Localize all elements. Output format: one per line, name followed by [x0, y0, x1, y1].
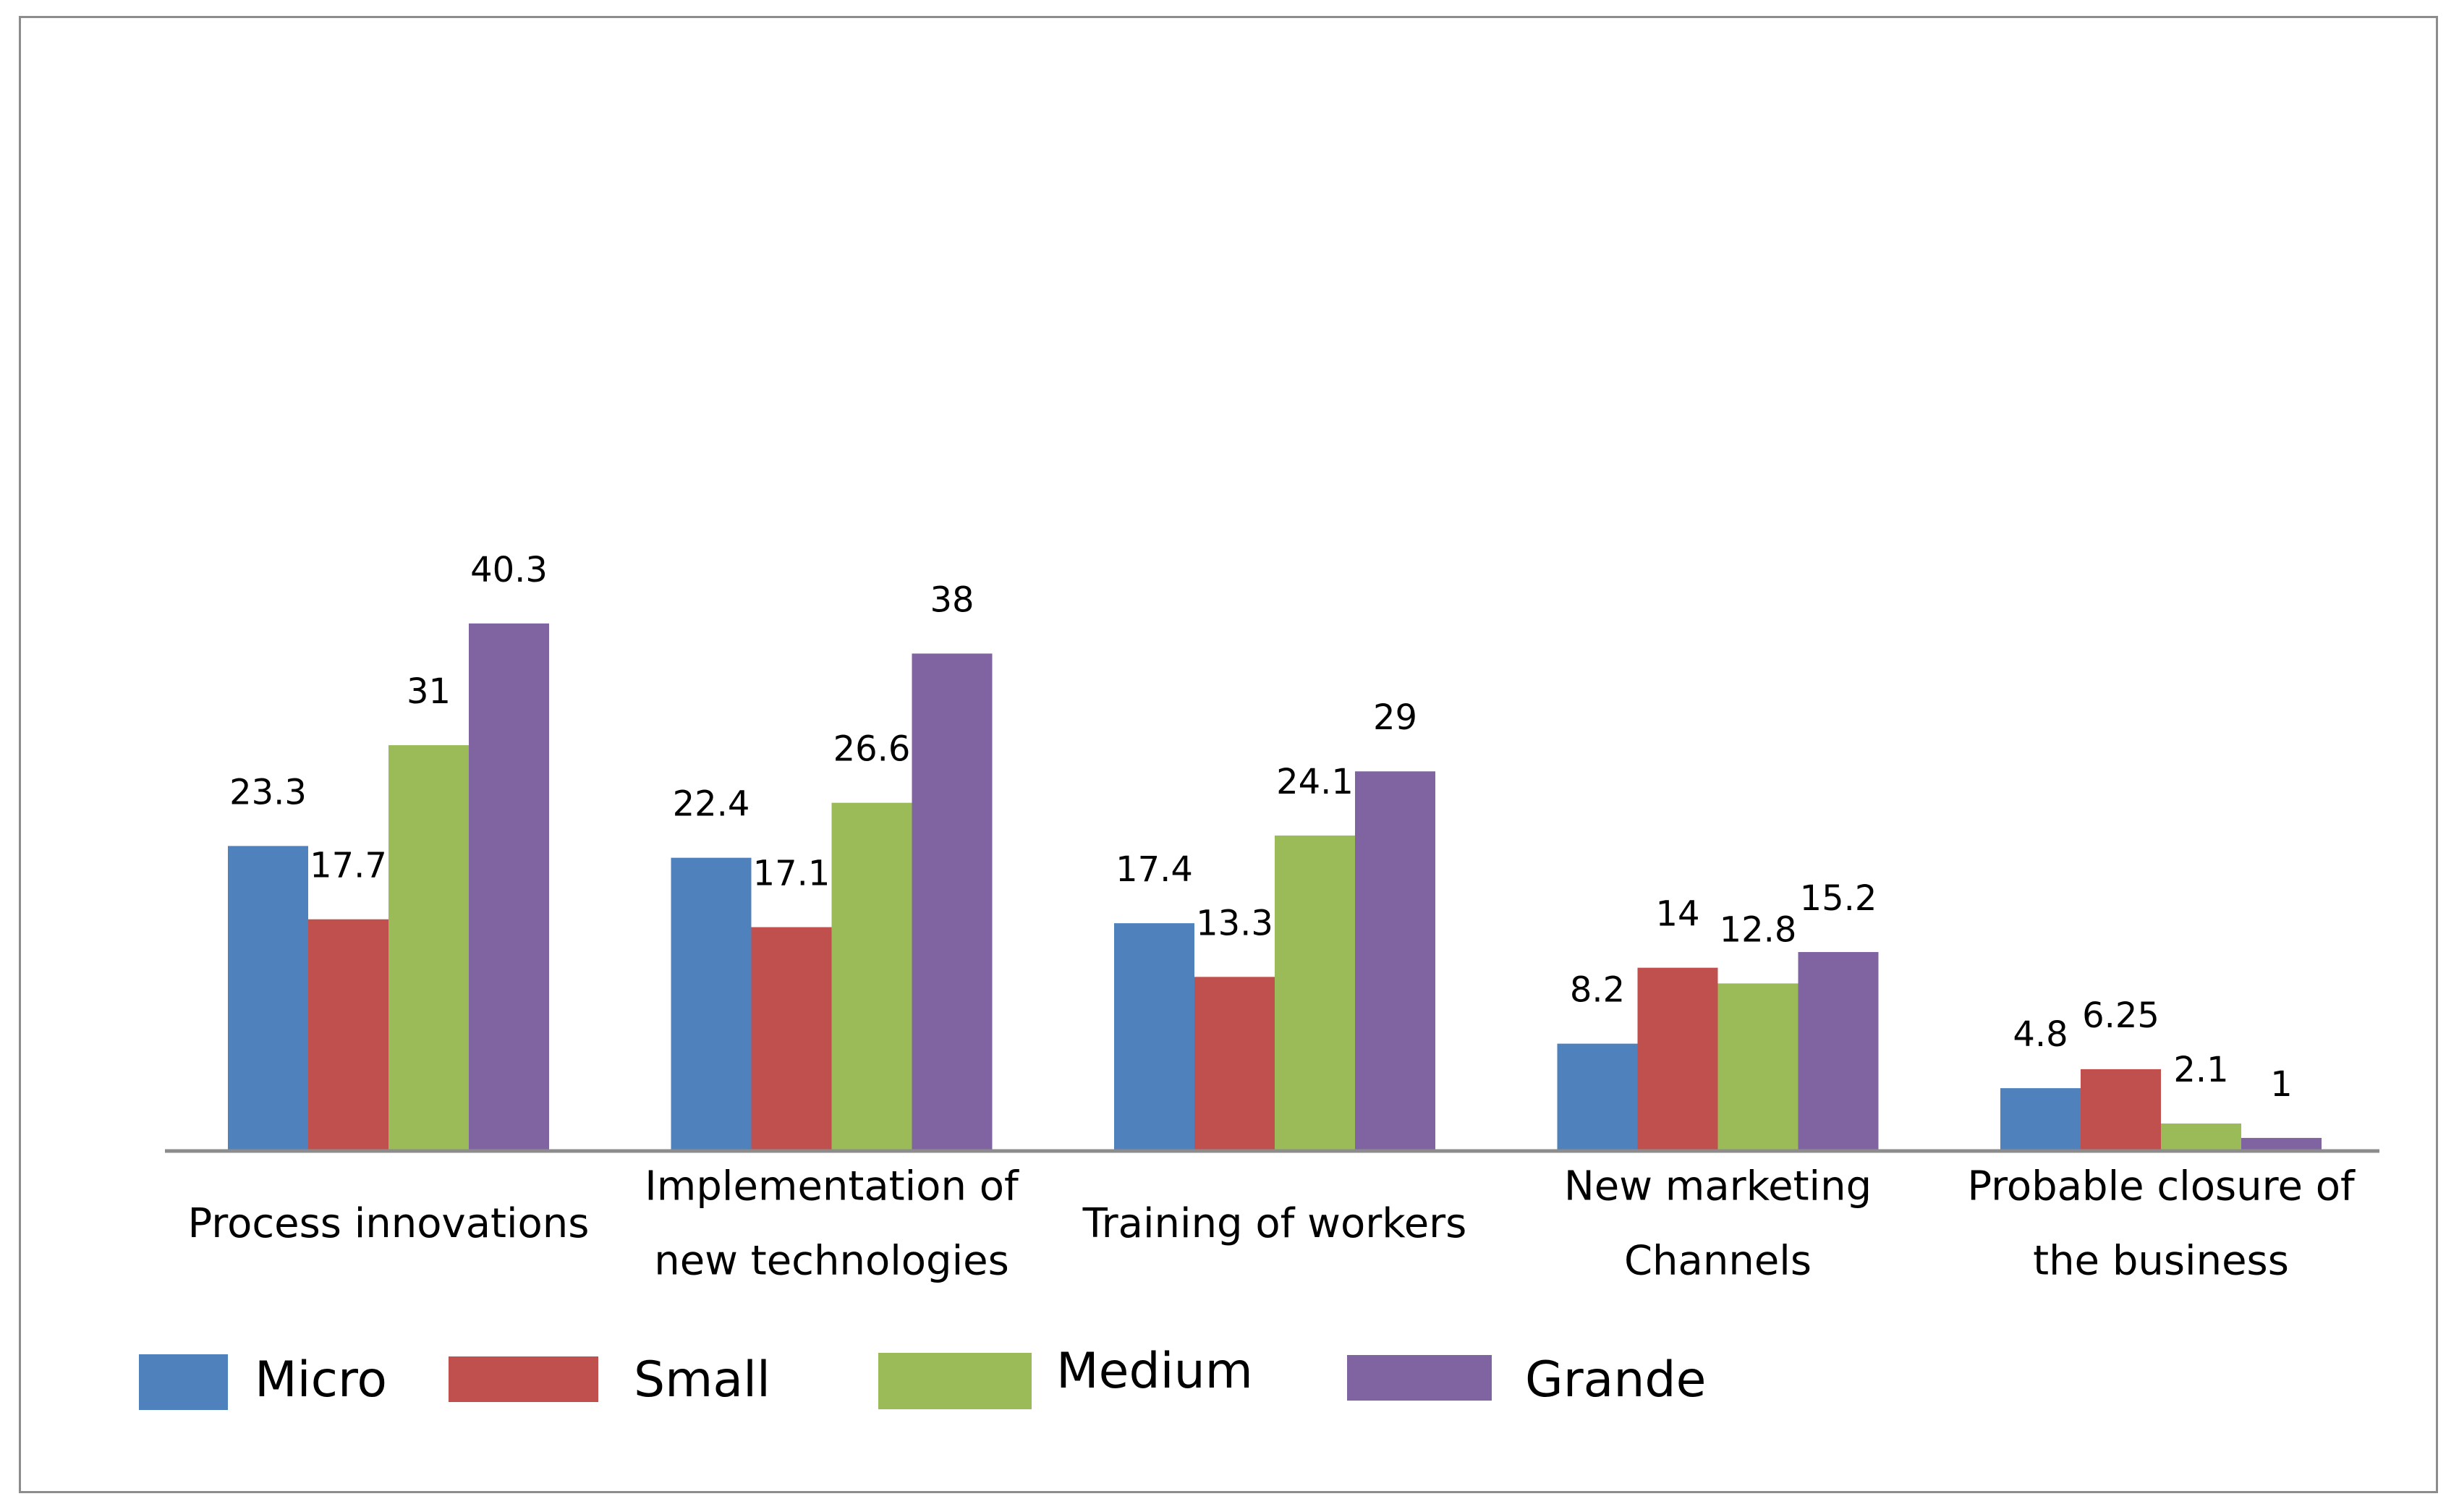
data-label-small-4: 14 [1655, 894, 1699, 935]
data-label-micro-2: 22.4 [673, 784, 750, 825]
legend-label-medium: Medium [1056, 1343, 1253, 1400]
legend-swatch-micro [139, 1354, 228, 1410]
data-label-grande-1: 40.3 [470, 550, 548, 590]
data-label-medium-5: 2.1 [2173, 1050, 2228, 1090]
category-labels-layer: Process innovations Implementation of new … [188, 1163, 2356, 1285]
category-label-2: Implementation of new technologies [645, 1163, 1019, 1285]
bar-micro-2 [671, 857, 752, 1151]
category-label-4: New marketing Channels [1564, 1163, 1872, 1285]
bar-grande-2 [912, 653, 993, 1151]
data-label-grande-5: 1 [2270, 1064, 2293, 1105]
data-label-medium-1: 31 [407, 671, 451, 712]
category-label-5: Probable closure of the business [1967, 1163, 2356, 1285]
category-label-1: Process innovations [188, 1200, 590, 1247]
bar-medium-4 [1717, 983, 1798, 1151]
bar-small-4 [1637, 967, 1718, 1151]
bar-medium-3 [1275, 835, 1355, 1151]
bar-small-3 [1194, 977, 1275, 1151]
data-label-medium-3: 24.1 [1276, 762, 1354, 802]
bar-medium-2 [831, 802, 912, 1151]
bars-layer [228, 623, 2322, 1151]
data-label-small-2: 17.1 [753, 854, 831, 894]
data-label-medium-4: 12.8 [1720, 909, 1797, 950]
bar-medium-1 [388, 745, 469, 1151]
bar-grande-4 [1798, 951, 1879, 1151]
legend: Micro Small Medium Grande [139, 1343, 1706, 1410]
bar-grande-5 [2241, 1137, 2322, 1151]
data-label-grande-4: 15.2 [1800, 878, 1877, 919]
bar-micro-4 [1557, 1043, 1638, 1151]
data-label-small-3: 13.3 [1196, 903, 1273, 943]
data-labels-layer: 23.317.7 31 40.3 22.417.1 26.6 38 17.413.3 24.1… [229, 550, 2293, 1105]
bar-micro-5 [2000, 1088, 2081, 1151]
data-label-small-1: 17.7 [310, 846, 387, 886]
data-label-small-5: 6.25 [2082, 995, 2159, 1036]
legend-label-micro: Micro [255, 1351, 387, 1409]
data-label-micro-4: 8.2 [1570, 970, 1625, 1011]
data-label-medium-2: 26.6 [833, 729, 911, 770]
legend-label-small: Small [634, 1351, 770, 1409]
data-label-grande-2: 38 [930, 579, 974, 620]
bar-grande-3 [1355, 771, 1435, 1151]
legend-swatch-medium [878, 1353, 1032, 1409]
legend-swatch-small [449, 1356, 598, 1402]
data-label-grande-3: 29 [1373, 697, 1417, 738]
bar-grande-1 [469, 623, 549, 1151]
bar-micro-1 [228, 846, 308, 1151]
legend-swatch-grande [1347, 1355, 1492, 1401]
category-label-3: Training of workers [1082, 1200, 1467, 1247]
legend-label-grande: Grande [1525, 1351, 1706, 1409]
bar-micro-3 [1114, 923, 1194, 1151]
bar-small-2 [751, 927, 832, 1151]
data-label-micro-5: 4.8 [2013, 1014, 2068, 1055]
data-label-micro-1: 23.3 [229, 772, 307, 812]
bar-small-1 [308, 919, 388, 1151]
bar-medium-5 [2161, 1124, 2241, 1151]
data-label-micro-3: 17.4 [1116, 849, 1193, 890]
bar-small-5 [2081, 1069, 2161, 1151]
